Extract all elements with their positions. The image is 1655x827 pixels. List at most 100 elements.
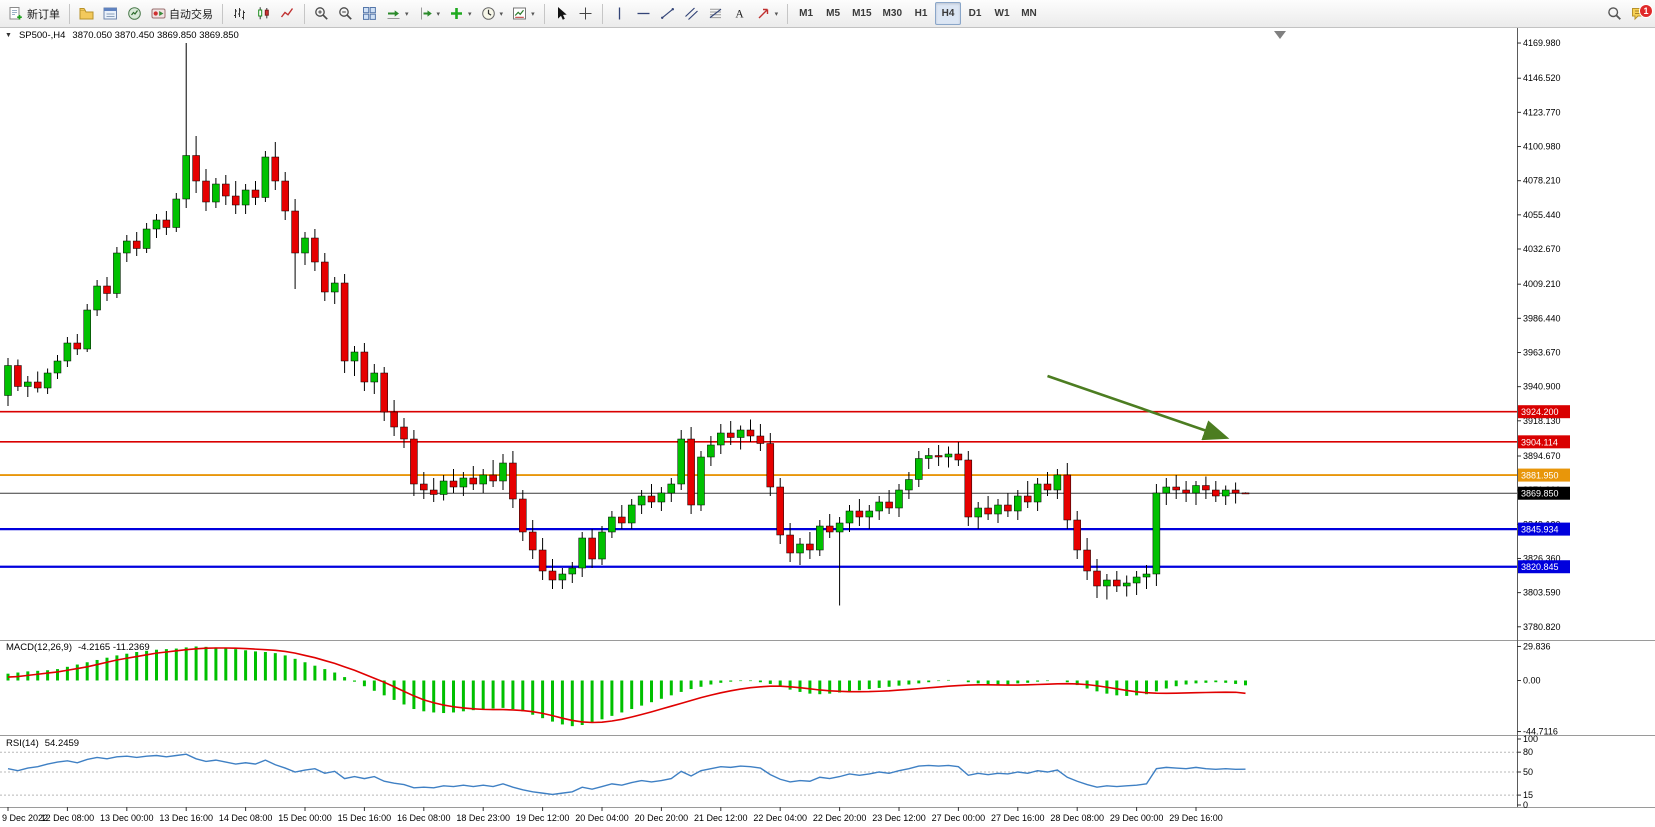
indicators-button[interactable]: ▾ (445, 2, 476, 25)
rsi-label: RSI(14) 54.2459 (6, 738, 79, 749)
svg-text:22 Dec 20:00: 22 Dec 20:00 (813, 813, 867, 823)
autotrading-button-label: 自动交易 (169, 8, 213, 21)
zoom-out-icon (338, 6, 353, 21)
svg-text:22 Dec 04:00: 22 Dec 04:00 (753, 813, 807, 823)
tf-d1-button[interactable]: D1 (962, 2, 988, 25)
templates-icon (512, 6, 527, 21)
svg-text:4146.520: 4146.520 (1523, 73, 1561, 83)
time-axis[interactable] (0, 807, 1517, 827)
market-watch-button[interactable] (123, 2, 146, 25)
bar-chart-icon (232, 6, 247, 21)
tf-m15-button-label: M15 (852, 8, 872, 19)
candles (4, 43, 1250, 606)
autotrading-button[interactable]: 自动交易 (147, 2, 217, 25)
data-window-icon (103, 6, 118, 21)
price-chart[interactable]: 4169.980 4146.520 4123.770 4100.980 4078.210… (0, 28, 1655, 827)
toolbar-separator (222, 3, 223, 24)
caret-down-icon: ▾ (531, 10, 535, 18)
tf-m5-button-label: M5 (826, 8, 841, 19)
autotrading-icon (151, 6, 166, 21)
svg-text:29.836: 29.836 (1523, 641, 1551, 651)
channel-icon (684, 6, 699, 21)
svg-text:100: 100 (1523, 734, 1538, 744)
zoom-out-button[interactable] (334, 2, 357, 25)
svg-text:29 Dec 00:00: 29 Dec 00:00 (1110, 813, 1164, 823)
new-order-button[interactable]: 新订单 (5, 2, 64, 25)
line-chart-button[interactable] (276, 2, 299, 25)
tf-m15-button[interactable]: M15 (847, 2, 876, 25)
svg-text:3826.360: 3826.360 (1523, 553, 1561, 563)
chart-shift-button[interactable]: ▾ (414, 2, 445, 25)
toolbar-separator (787, 3, 789, 24)
chart-shift-marker (1274, 31, 1286, 39)
vertical-line-button[interactable] (608, 2, 631, 25)
svg-text:27 Dec 00:00: 27 Dec 00:00 (932, 813, 986, 823)
svg-text:28 Dec 08:00: 28 Dec 08:00 (1050, 813, 1104, 823)
rsi-name: RSI(14) (6, 738, 39, 749)
rsi-values: 54.2459 (44, 738, 80, 749)
svg-text:27 Dec 16:00: 27 Dec 16:00 (991, 813, 1045, 823)
chart-canvas[interactable]: 4169.980 4146.520 4123.770 4100.980 4078.210… (0, 28, 1655, 827)
tile-windows-button[interactable] (358, 2, 381, 25)
macd-label: MACD(12,26,9) -4.2165 -11.2369 (6, 642, 150, 653)
zoom-in-button[interactable] (310, 2, 333, 25)
crosshair-button[interactable] (574, 2, 597, 25)
text-icon: A (732, 6, 747, 21)
text-button[interactable]: A (728, 2, 751, 25)
fibonacci-button[interactable] (704, 2, 727, 25)
svg-text:12 Dec 08:00: 12 Dec 08:00 (41, 813, 95, 823)
trendline-icon (660, 6, 675, 21)
auto-scroll-button[interactable]: ▾ (382, 2, 413, 25)
tf-h1-button[interactable]: H1 (908, 2, 934, 25)
tf-mn-button-label: MN (1021, 8, 1037, 19)
svg-text:80: 80 (1523, 747, 1533, 757)
fibonacci-icon (708, 6, 723, 21)
svg-text:15: 15 (1523, 790, 1533, 800)
caret-down-icon: ▾ (468, 10, 472, 18)
trendline-button[interactable] (656, 2, 679, 25)
svg-text:3924.200: 3924.200 (1521, 407, 1559, 417)
tf-m30-button[interactable]: M30 (878, 2, 907, 25)
caret-down-icon: ▾ (436, 10, 441, 18)
tf-mn-button[interactable]: MN (1016, 2, 1042, 25)
price-axis[interactable] (1517, 28, 1655, 807)
periods-button[interactable]: ▾ (477, 2, 508, 25)
search-button[interactable] (1603, 2, 1626, 25)
candlestick-button[interactable] (252, 2, 275, 25)
line-chart-icon (280, 6, 295, 21)
svg-text:21 Dec 12:00: 21 Dec 12:00 (694, 813, 748, 823)
svg-text:0: 0 (1523, 800, 1528, 810)
toolbar-separator (69, 3, 70, 24)
tf-w1-button[interactable]: W1 (989, 2, 1015, 25)
chart-shift-icon (418, 6, 433, 21)
bar-chart-button[interactable] (228, 2, 251, 25)
notifications-button[interactable]: 1 (1627, 2, 1653, 25)
cursor-button[interactable] (550, 2, 573, 25)
svg-text:4123.770: 4123.770 (1523, 107, 1561, 117)
tf-m30-button-label: M30 (882, 8, 902, 19)
search-icon (1607, 6, 1622, 21)
tf-h4-button[interactable]: H4 (935, 2, 961, 25)
chart-collapse-button[interactable]: ▼ (5, 32, 12, 39)
tf-m1-button[interactable]: M1 (793, 2, 819, 25)
toolbar-separator (304, 3, 305, 24)
notification-badge: 1 (1639, 4, 1653, 18)
svg-text:15 Dec 16:00: 15 Dec 16:00 (338, 813, 392, 823)
crosshair-icon (578, 6, 593, 21)
caret-down-icon: ▾ (774, 10, 779, 18)
tf-m5-button[interactable]: M5 (820, 2, 846, 25)
svg-text:20 Dec 20:00: 20 Dec 20:00 (635, 813, 689, 823)
templates-button[interactable]: ▾ (508, 2, 539, 25)
horizontal-line-button[interactable] (632, 2, 655, 25)
macd-values: -4.2165 -11.2369 (78, 642, 150, 653)
data-window-button[interactable] (99, 2, 122, 25)
chart-profiles-button[interactable] (75, 2, 98, 25)
svg-text:29 Dec 16:00: 29 Dec 16:00 (1169, 813, 1223, 823)
svg-text:3803.590: 3803.590 (1523, 588, 1561, 598)
channel-button[interactable] (680, 2, 703, 25)
svg-text:16 Dec 08:00: 16 Dec 08:00 (397, 813, 451, 823)
profiles-icon (79, 6, 94, 21)
arrows-button[interactable]: ▾ (752, 2, 783, 25)
svg-text:14 Dec 08:00: 14 Dec 08:00 (219, 813, 273, 823)
